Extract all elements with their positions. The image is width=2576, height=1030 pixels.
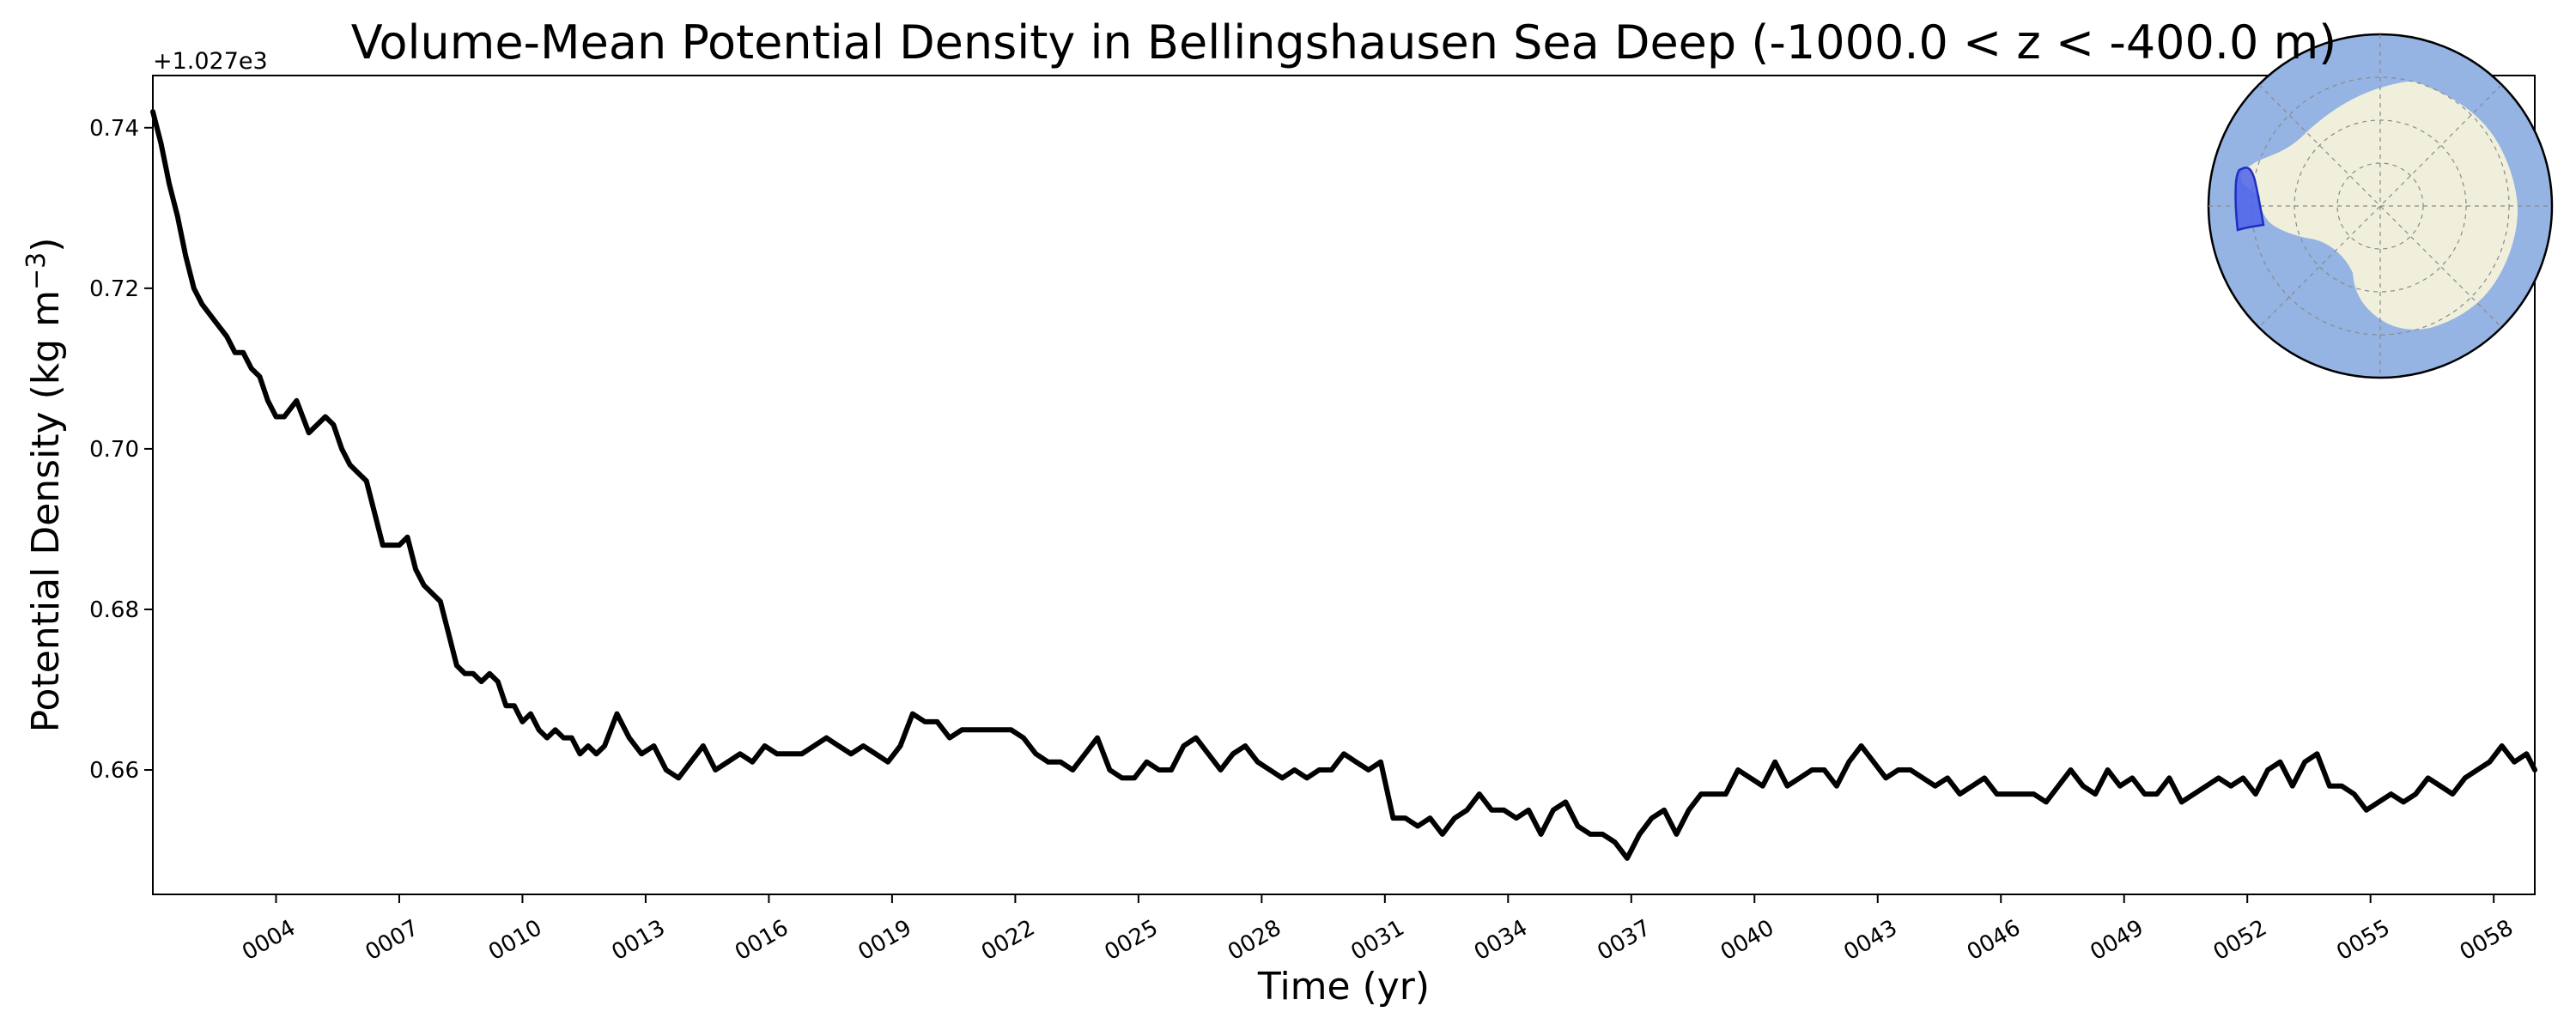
x-tick-label: 0004 [238,915,300,966]
x-tick-label: 0043 [1839,915,1901,966]
y-tick-label: 0.70 [89,437,139,463]
x-tick-label: 0031 [1346,915,1408,966]
x-tick-label: 0055 [2332,915,2394,966]
x-tick-label: 0022 [977,915,1039,966]
x-tick-label: 0013 [608,915,670,966]
inset-map [2207,33,2554,379]
x-tick-label: 0049 [2086,915,2148,966]
x-tick-label: 0007 [361,915,423,966]
x-tick-label: 0046 [1963,915,2025,966]
inset-map-bellingshausen-region [2234,167,2265,232]
y-tick-label: 0.66 [89,758,139,784]
x-tick-label: 0034 [1470,915,1532,966]
x-tick-label: 0037 [1593,915,1655,966]
x-tick-label: 0040 [1716,915,1778,966]
series-line [150,109,2537,861]
x-axis: 0004 0007 0010 0013 0016 0019 0022 0025 0028 0031… [238,894,2518,966]
inset-map-antarctica-land [2240,82,2518,330]
y-offset-label: +1.027e3 [153,48,268,75]
chart-title: Volume-Mean Potential Density in Belling… [351,15,2337,70]
y-axis: 0.66 0.68 0.70 0.72 0.74 [89,116,153,784]
plot-area [152,75,2536,895]
x-tick-label: 0025 [1100,915,1162,966]
y-axis-label: Potential Density (kg m−3) [21,238,68,733]
y-tick-label: 0.68 [89,597,139,623]
y-tick-label: 0.72 [89,276,139,302]
x-tick-label: 0019 [854,915,915,966]
y-tick-label: 0.74 [89,116,139,142]
x-tick-label: 0016 [731,915,793,966]
x-tick-label: 0058 [2456,915,2518,966]
x-tick-label: 0028 [1224,915,1285,966]
x-axis-label: Time (yr) [1257,965,1430,1009]
x-tick-label: 0052 [2209,915,2271,966]
x-tick-label: 0010 [484,915,546,966]
